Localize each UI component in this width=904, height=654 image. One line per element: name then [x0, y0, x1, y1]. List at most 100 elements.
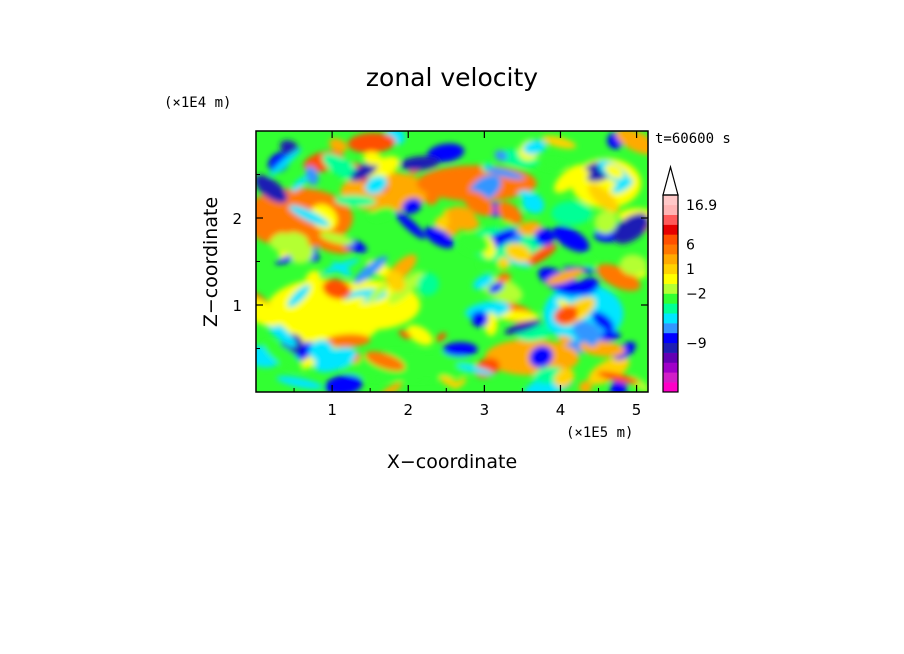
chart-title: zonal velocity: [366, 63, 538, 92]
field-eddy: [434, 215, 449, 231]
field-eddy: [541, 135, 577, 149]
field-eddy: [328, 138, 348, 153]
field-eddy: [447, 206, 476, 227]
colorbar: 16.9 6 1 −2 −9: [662, 164, 717, 393]
colorbar-segment: [663, 372, 678, 383]
field-eddy: [554, 368, 575, 388]
field-eddy: [319, 232, 355, 246]
field-eddy: [472, 274, 494, 290]
field-eddy: [347, 132, 396, 154]
field-eddy: [578, 380, 592, 392]
field-eddy: [353, 255, 388, 284]
field-eddy: [484, 166, 525, 180]
field-eddy: [584, 331, 599, 347]
field-eddy: [497, 272, 511, 283]
colorbar-segment: [663, 342, 678, 353]
field-eddy: [613, 213, 648, 244]
field-eddy: [350, 161, 378, 182]
field-eddy: [288, 205, 330, 227]
field-eddy: [406, 324, 433, 346]
colorbar-extend-arrow: [662, 164, 679, 196]
field-eddy: [322, 153, 362, 182]
field-eddy: [610, 380, 627, 392]
colorbar-segment: [663, 204, 678, 215]
field-eddy: [287, 284, 311, 308]
field-eddy: [452, 378, 467, 389]
field-eddy: [263, 341, 304, 372]
y-tick-label: 2: [232, 210, 242, 228]
colorbar-label: 1: [686, 262, 695, 278]
field-eddy: [587, 356, 630, 385]
field-eddy: [573, 277, 600, 296]
x-tick-label: 2: [403, 401, 413, 419]
field-eddy: [305, 270, 321, 288]
field-eddy: [529, 345, 553, 368]
y-axis-ticks: 12: [232, 174, 648, 349]
field-eddy: [365, 175, 388, 195]
field-eddy: [504, 319, 542, 335]
x-tick-label: 1: [327, 401, 337, 419]
field-eddy: [552, 225, 590, 253]
field-eddy: [402, 198, 422, 214]
field-eddy: [427, 143, 465, 163]
field-eddy: [551, 201, 592, 226]
field-eddy: [494, 150, 508, 162]
field-eddy: [538, 160, 568, 170]
y-unit-label: (×1E4 m): [164, 95, 231, 111]
colorbar-segment: [663, 293, 678, 304]
field-eddy: [369, 207, 395, 220]
field-eddy: [256, 175, 288, 203]
field-eddy: [309, 233, 352, 254]
field-eddy: [456, 364, 495, 376]
field-eddy: [291, 175, 308, 192]
field-eddy: [612, 178, 633, 194]
field-eddy: [513, 348, 534, 368]
field-eddy: [309, 339, 334, 363]
field-eddy: [363, 151, 383, 166]
y-tick-label: 1: [232, 297, 242, 315]
x-unit-label: (×1E5 m): [566, 425, 633, 441]
colorbar-label: −2: [686, 287, 707, 303]
field-eddy: [458, 233, 490, 255]
field-eddy: [291, 341, 314, 363]
field-eddy: [615, 131, 648, 155]
x-axis-ticks: 1 2 3 4 5: [293, 131, 641, 419]
x-tick-label: 3: [480, 401, 490, 419]
field-eddy: [534, 228, 555, 246]
colorbar-segment: [663, 195, 678, 206]
colorbar-segment: [663, 332, 678, 344]
field-eddy: [497, 257, 510, 270]
field-eddy: [276, 376, 323, 390]
field-eddy: [496, 201, 523, 225]
colorbar-label: −9: [686, 336, 707, 352]
field-eddy: [597, 371, 640, 384]
field-eddy: [517, 190, 531, 197]
field-eddy: [442, 342, 478, 357]
field-eddy: [436, 332, 447, 342]
field-eddy: [596, 263, 641, 292]
field-eddy: [480, 276, 523, 303]
colorbar-segment: [663, 224, 678, 235]
field-eddy: [398, 329, 412, 340]
colorbar-label: 6: [686, 237, 695, 253]
field-eddy: [305, 166, 319, 186]
field-eddy: [592, 311, 615, 332]
field-eddy: [554, 305, 579, 325]
field-eddy: [324, 374, 363, 392]
field-eddy: [388, 271, 424, 304]
field-eddy: [522, 192, 545, 214]
colorbar-segment: [663, 303, 678, 314]
field-eddy: [417, 273, 439, 296]
field-eddy: [365, 351, 405, 371]
colorbar-segment: [663, 313, 678, 324]
field-eddy: [471, 310, 489, 328]
field-eddy: [462, 190, 495, 217]
colorbar-segment: [663, 273, 678, 284]
field-eddy: [505, 243, 532, 263]
field-eddy: [424, 226, 454, 249]
field-eddy: [488, 282, 504, 294]
colorbar-segment: [663, 352, 678, 363]
field-eddy: [425, 189, 440, 206]
colorbar-segment: [663, 263, 678, 275]
